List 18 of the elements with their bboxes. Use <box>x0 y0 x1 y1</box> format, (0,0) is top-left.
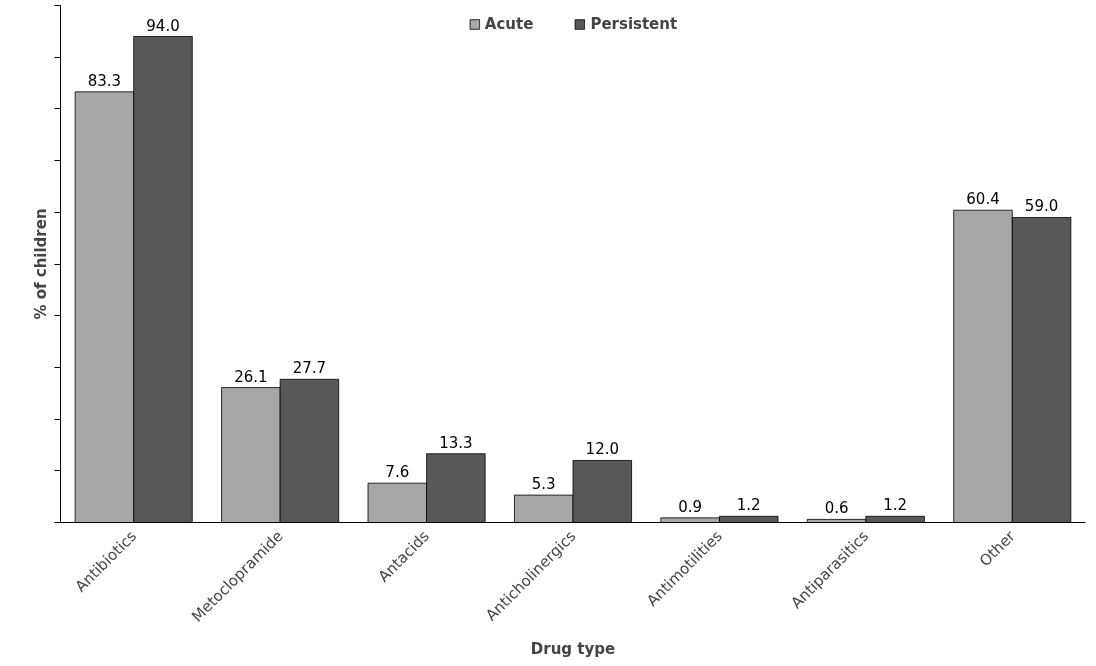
data-label: 27.7 <box>292 359 327 378</box>
data-label: 12.0 <box>585 440 619 459</box>
data-label: 0.9 <box>678 497 703 516</box>
data-label: 0.6 <box>824 499 849 518</box>
legend-label: Persistent <box>590 15 678 33</box>
data-label: 83.3 <box>87 71 122 90</box>
data-label: 26.1 <box>234 367 268 386</box>
data-label: 60.4 <box>966 190 1000 209</box>
x-axis-title: Drug type <box>530 639 616 658</box>
data-label: 13.3 <box>439 433 473 452</box>
data-label: 7.6 <box>385 463 410 482</box>
y-axis-title: % of children <box>31 208 50 320</box>
data-label: 94.0 <box>146 16 180 35</box>
data-label: 59.0 <box>1024 197 1059 216</box>
data-label: 1.2 <box>736 496 761 515</box>
data-label: 5.3 <box>531 475 556 494</box>
legend-label: Acute <box>484 15 534 33</box>
data-label: 1.2 <box>883 496 908 515</box>
